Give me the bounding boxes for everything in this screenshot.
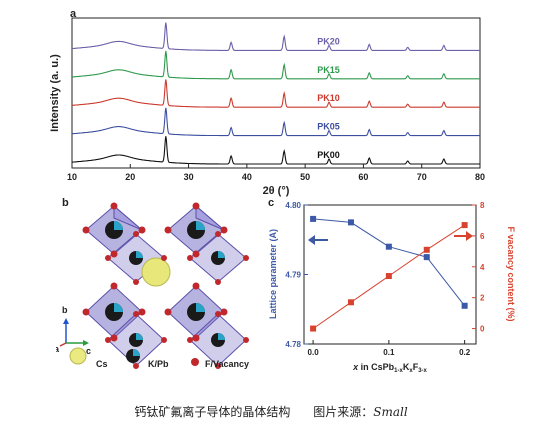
xrd-series-line [71, 79, 480, 108]
lattice-point [310, 215, 317, 222]
caption-source-name: Small [373, 405, 408, 419]
xrd-series-label: PK00 [317, 150, 340, 160]
xrd-x-tick-label: 20 [125, 172, 135, 182]
lattice-x-tick-label: 0.1 [383, 348, 395, 357]
xrd-x-tick-label: 30 [184, 172, 194, 182]
xrd-series-label: PK15 [317, 65, 340, 75]
xrd-x-tick-label: 10 [67, 172, 77, 182]
lattice-left-tick-label: 4.80 [285, 201, 301, 210]
vacancy-point [423, 246, 430, 253]
legend-cs-swatch [69, 347, 87, 365]
lattice-right-tick-label: 8 [480, 201, 485, 210]
lattice-x-axis-label: x in CsPb1-xKxF3-x [352, 362, 427, 373]
caption-source-label: 图片来源： [313, 405, 374, 419]
vacancy-y-axis-label: F vacancy content (%) [506, 226, 516, 321]
k-pb-atoms [105, 221, 225, 347]
lattice-right-tick-label: 0 [480, 325, 485, 334]
right-axis-arrow [454, 231, 473, 241]
xrd-x-tick-label: 60 [358, 172, 368, 182]
xrd-series-line [71, 107, 480, 137]
panel-b-label: b [62, 197, 69, 209]
lattice-right-tick-label: 4 [480, 263, 485, 272]
xrd-y-axis-label: Intensity (a. u.) [49, 54, 61, 132]
lattice-x-tick-label: 0.2 [459, 348, 471, 357]
lattice-point [423, 254, 430, 261]
lattice-chart: 0.0 0.1 0.2 4.78 4.79 4.80 0 2 4 6 8 Lattice param… [268, 201, 516, 373]
axis-a-label: a [56, 344, 60, 354]
xrd-series-label: PK05 [317, 122, 340, 132]
xrd-series-line [71, 22, 480, 51]
xrd-x-axis-label: 2θ (°) [263, 185, 290, 197]
caption-main: 钙钛矿氟离子导体的晶体结构 [134, 405, 291, 419]
xrd-x-tick-label: 50 [300, 172, 310, 182]
lattice-point [461, 302, 468, 309]
lattice-x-tick-label: 0.0 [308, 348, 320, 357]
lattice-point [347, 219, 354, 226]
panel-c-label: c [268, 197, 275, 209]
vacancy-point [310, 325, 317, 332]
axis-c-label: c [86, 346, 91, 356]
axes-indicator: b c a [56, 305, 91, 356]
cs-atom [141, 257, 171, 287]
left-axis-arrow [308, 235, 328, 245]
xrd-series-line [71, 50, 480, 80]
crystal-structure: b c a Cs K/Pb F/Vacancy [56, 202, 249, 369]
legend-fvac-label: F/Vacancy [205, 359, 249, 369]
lattice-left-tick-label: 4.79 [285, 271, 301, 280]
legend-kpb-label: K/Pb [148, 359, 169, 369]
axis-b-label: b [62, 305, 68, 315]
vacancy-point [385, 273, 392, 280]
f-vacancy-atoms [82, 202, 249, 369]
lattice-line [313, 218, 465, 307]
legend-cs-label: Cs [96, 359, 108, 369]
xrd-series-label: PK10 [317, 93, 340, 103]
xrd-x-tick-label: 70 [417, 172, 427, 182]
structure-legend: Cs K/Pb F/Vacancy [69, 347, 249, 369]
lattice-right-tick-label: 6 [480, 232, 485, 241]
figure-caption: 钙钛矿氟离子导体的晶体结构 图片来源：Small [0, 403, 542, 420]
vacancy-point [347, 299, 354, 306]
xrd-series-line [71, 136, 480, 165]
xrd-series-label: PK20 [317, 36, 340, 46]
xrd-x-tick-label: 80 [475, 172, 485, 182]
legend-kpb-swatch-fill [133, 349, 140, 356]
xrd-x-tick-label: 40 [242, 172, 252, 182]
legend-fvac-swatch [191, 358, 199, 366]
xrd-plot-frame [71, 17, 481, 169]
lattice-right-tick-label: 2 [480, 294, 485, 303]
vacancy-point [461, 222, 468, 229]
lattice-left-tick-label: 4.78 [285, 340, 301, 349]
lattice-point [385, 243, 392, 250]
xrd-chart: PK20 PK15 PK10 PK05 PK00 10 20 30 40 50 60 70 80 In… [49, 17, 485, 197]
lattice-y-axis-label: Lattice parameter (A) [268, 229, 278, 319]
panel-a-label: a [70, 8, 77, 20]
